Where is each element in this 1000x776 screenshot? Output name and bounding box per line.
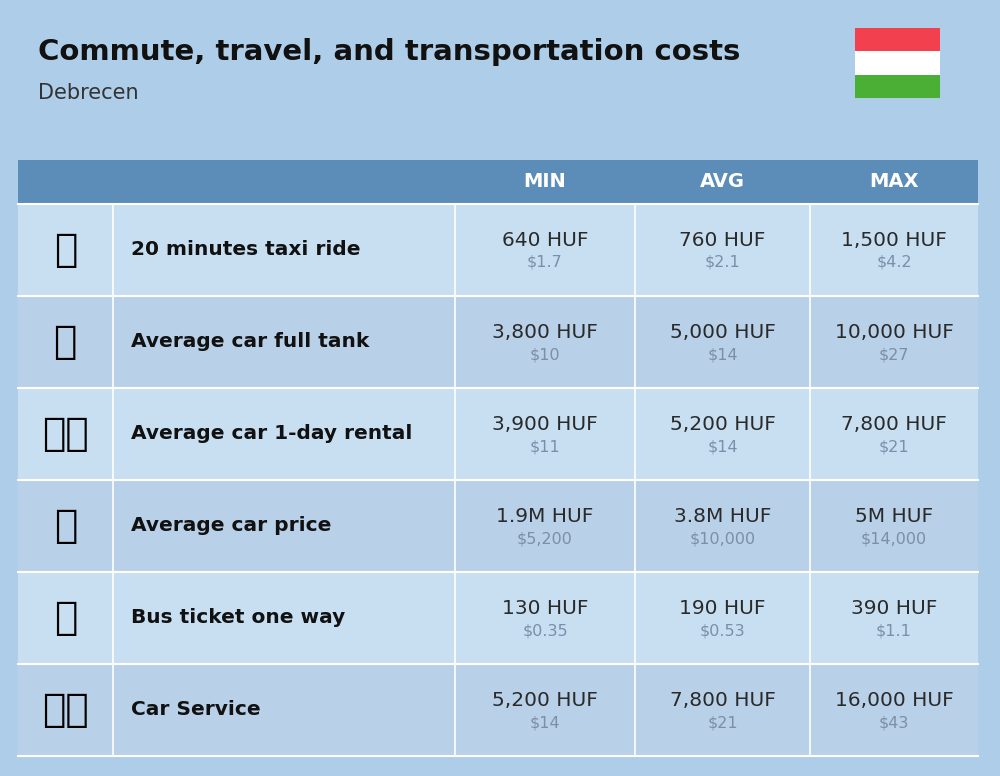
Text: 7,800 HUF: 7,800 HUF (670, 691, 775, 710)
Bar (18, 480, 978, 572)
Text: 7,800 HUF: 7,800 HUF (841, 415, 947, 434)
Text: 1.9M HUF: 1.9M HUF (496, 507, 594, 526)
Bar (855, 51, 940, 74)
Text: Debrecen: Debrecen (38, 83, 139, 103)
Text: Commute, travel, and transportation costs: Commute, travel, and transportation cost… (38, 38, 740, 66)
Text: 16,000 HUF: 16,000 HUF (835, 691, 953, 710)
Text: $14: $14 (530, 715, 560, 730)
Text: $1.1: $1.1 (876, 623, 912, 639)
Text: Average car full tank: Average car full tank (131, 332, 369, 351)
Text: 760 HUF: 760 HUF (679, 230, 766, 250)
Text: $11: $11 (530, 439, 560, 454)
Text: $0.53: $0.53 (700, 623, 745, 639)
Text: ⛽️: ⛽️ (54, 323, 77, 361)
Text: 640 HUF: 640 HUF (502, 230, 588, 250)
Text: Average car 1-day rental: Average car 1-day rental (131, 424, 412, 443)
Text: $14: $14 (707, 439, 738, 454)
Text: $21: $21 (879, 439, 909, 454)
Bar (855, 74, 940, 98)
Text: 🚗: 🚗 (54, 507, 77, 545)
Bar (855, 28, 940, 51)
Text: AVG: AVG (700, 172, 745, 191)
Bar (18, 203, 978, 296)
Text: 🚖: 🚖 (54, 230, 77, 268)
Text: $14,000: $14,000 (861, 532, 927, 546)
Text: 5,200 HUF: 5,200 HUF (670, 415, 775, 434)
Text: 5,200 HUF: 5,200 HUF (492, 691, 598, 710)
Text: $21: $21 (707, 715, 738, 730)
Text: $4.2: $4.2 (876, 255, 912, 270)
Bar (18, 664, 978, 756)
Text: 390 HUF: 390 HUF (851, 599, 937, 618)
Text: 3,800 HUF: 3,800 HUF (492, 323, 598, 342)
Text: 190 HUF: 190 HUF (679, 599, 766, 618)
Text: $0.35: $0.35 (522, 623, 568, 639)
Text: 5,000 HUF: 5,000 HUF (670, 323, 775, 342)
Text: MIN: MIN (524, 172, 566, 191)
Bar (18, 160, 978, 203)
Bar (18, 388, 978, 480)
Text: $27: $27 (879, 347, 909, 362)
Text: 10,000 HUF: 10,000 HUF (835, 323, 953, 342)
Text: Car Service: Car Service (131, 701, 261, 719)
Text: MAX: MAX (869, 172, 919, 191)
Bar (18, 572, 978, 664)
Text: 3,900 HUF: 3,900 HUF (492, 415, 598, 434)
Text: 🔑🚙: 🔑🚙 (42, 414, 89, 452)
Text: 20 minutes taxi ride: 20 minutes taxi ride (131, 240, 360, 259)
Text: Average car price: Average car price (131, 516, 331, 535)
Text: 130 HUF: 130 HUF (502, 599, 588, 618)
Text: Bus ticket one way: Bus ticket one way (131, 608, 345, 627)
Text: $10: $10 (530, 347, 560, 362)
Text: $5,200: $5,200 (517, 532, 573, 546)
Text: 🔧🚙: 🔧🚙 (42, 691, 89, 729)
Text: 1,500 HUF: 1,500 HUF (841, 230, 947, 250)
Text: 🚌: 🚌 (54, 599, 77, 637)
Text: $2.1: $2.1 (705, 255, 740, 270)
Text: $1.7: $1.7 (527, 255, 563, 270)
Text: 3.8M HUF: 3.8M HUF (674, 507, 771, 526)
Text: $10,000: $10,000 (689, 532, 756, 546)
Text: 5M HUF: 5M HUF (855, 507, 933, 526)
Text: $14: $14 (707, 347, 738, 362)
Text: $43: $43 (879, 715, 909, 730)
Bar (18, 296, 978, 388)
